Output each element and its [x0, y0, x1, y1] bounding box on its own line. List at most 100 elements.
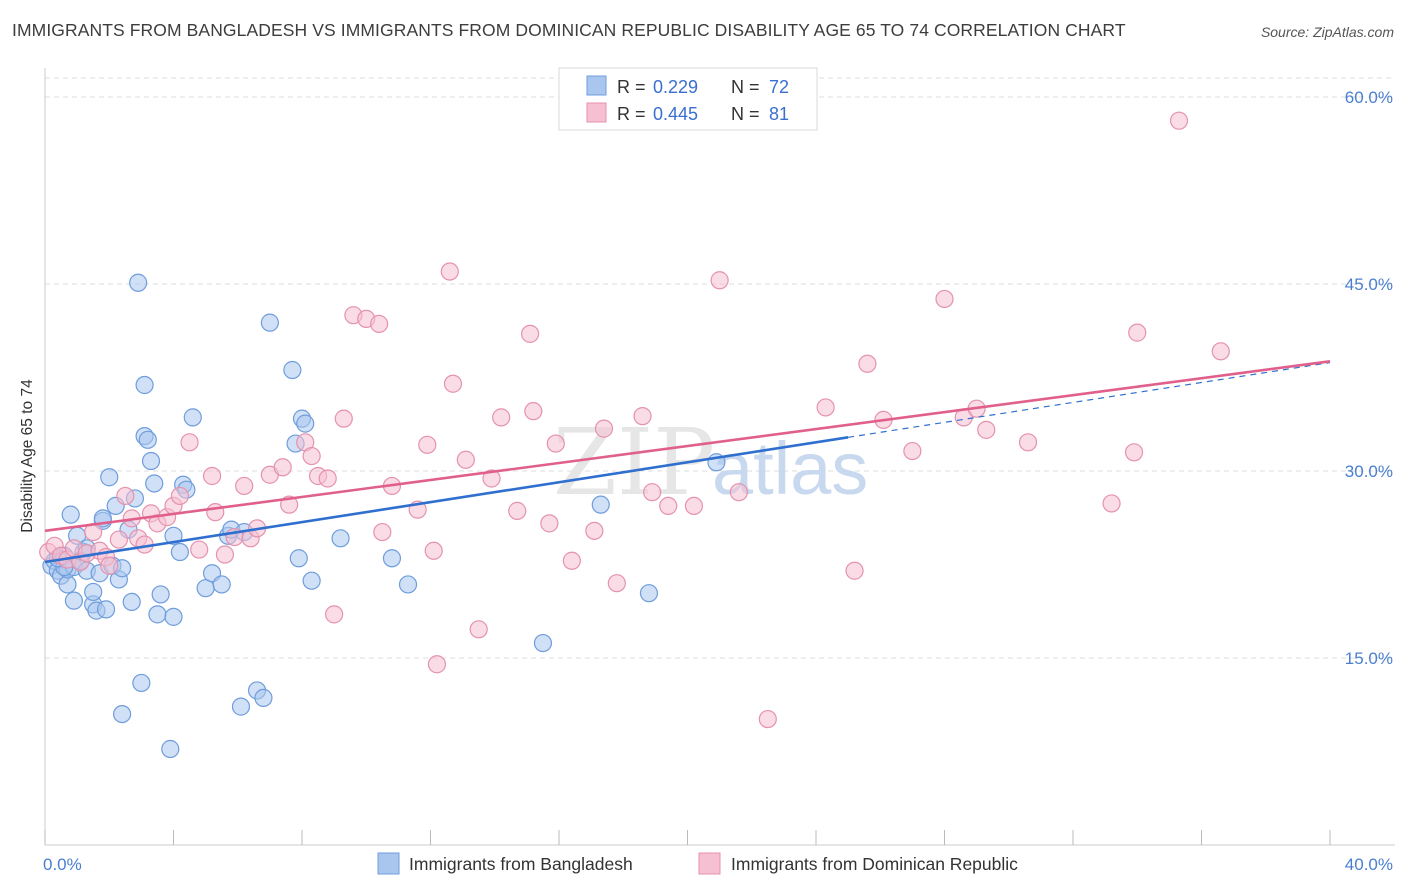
- point-dominican-11: [109, 530, 128, 549]
- point-bangladesh-49: [212, 575, 231, 594]
- point-dominican-68: [729, 483, 749, 502]
- point-dominican-45: [418, 435, 437, 454]
- point-dominican-67: [710, 271, 729, 290]
- point-bangladesh-57: [283, 360, 302, 380]
- point-dominican-53: [492, 408, 511, 427]
- x-tick-labels: 0.0% 40.0%: [43, 855, 1393, 874]
- point-dominican-42: [373, 522, 392, 542]
- point-dominican-78: [977, 420, 996, 439]
- point-dominican-12: [116, 486, 135, 506]
- legend-r-value-1: 0.229: [653, 77, 698, 97]
- point-dominican-82: [1128, 323, 1147, 342]
- point-dominican-83: [1169, 111, 1189, 130]
- point-dominican-41: [370, 314, 389, 333]
- point-bangladesh-7: [61, 505, 80, 524]
- legend-n-value-2: 81: [769, 104, 789, 124]
- legend-r-value-2: 0.445: [653, 104, 698, 124]
- bottom-legend-label-blue: Immigrants from Bangladesh: [409, 854, 633, 874]
- point-dominican-38: [334, 409, 353, 428]
- point-bangladesh-39: [151, 585, 170, 604]
- point-bangladesh-67: [591, 495, 610, 514]
- point-dominican-47: [427, 655, 447, 674]
- bottom-legend-swatch-blue: [377, 852, 400, 875]
- point-dominican-56: [524, 402, 543, 421]
- point-dominican-54: [508, 501, 527, 520]
- point-dominican-75: [935, 289, 954, 309]
- y-tick-label-0: 15.0%: [1345, 649, 1393, 668]
- point-dominican-69: [758, 709, 777, 729]
- point-bangladesh-22: [100, 468, 119, 487]
- point-dominican-31: [273, 458, 292, 477]
- point-dominican-66: [684, 496, 704, 516]
- point-dominican-84: [1211, 342, 1230, 361]
- point-bangladesh-55: [254, 688, 273, 707]
- legend-n-value-1: 72: [769, 77, 789, 97]
- point-bangladesh-43: [170, 542, 190, 562]
- point-dominican-57: [540, 514, 559, 533]
- point-bangladesh-21: [96, 600, 116, 619]
- point-dominican-60: [585, 521, 604, 540]
- y-axis-label: Disability Age 65 to 74: [19, 379, 36, 533]
- bottom-legend: Immigrants from Bangladesh Immigrants fr…: [377, 852, 1018, 875]
- point-bangladesh-35: [138, 430, 157, 449]
- point-bangladesh-36: [141, 451, 161, 471]
- point-dominican-58: [546, 434, 565, 453]
- point-dominican-37: [325, 605, 344, 624]
- trend-lines: [44, 360, 1331, 564]
- point-dominican-49: [443, 374, 463, 393]
- point-bangladesh-65: [398, 575, 418, 594]
- legend-r-label-2: R =: [617, 104, 646, 124]
- point-dominican-74: [903, 441, 922, 461]
- point-dominican-65: [659, 496, 678, 516]
- point-bangladesh-52: [231, 697, 251, 716]
- point-dominican-27: [235, 476, 254, 496]
- point-dominican-48: [440, 262, 459, 281]
- bottom-legend-swatch-pink: [698, 852, 721, 875]
- point-bangladesh-64: [382, 549, 402, 568]
- point-bangladesh-40: [161, 739, 180, 759]
- point-dominican-71: [845, 561, 864, 580]
- point-bangladesh-37: [145, 474, 164, 493]
- point-bangladesh-29: [122, 592, 141, 612]
- trend-bangladesh: [44, 436, 849, 564]
- point-bangladesh-62: [302, 571, 321, 590]
- point-bangladesh-63: [331, 529, 350, 548]
- point-dominican-64: [643, 483, 662, 502]
- point-dominican-34: [302, 446, 321, 466]
- point-dominican-52: [482, 469, 501, 488]
- point-dominican-10: [100, 556, 119, 575]
- legend-n-label-1: N =: [731, 77, 760, 97]
- point-dominican-63: [633, 407, 652, 426]
- point-bangladesh-59: [289, 549, 308, 568]
- point-dominican-81: [1124, 443, 1144, 462]
- point-bangladesh-68: [639, 584, 659, 603]
- point-bangladesh-38: [148, 605, 167, 624]
- legend-swatch-pink: [586, 102, 607, 123]
- point-dominican-59: [562, 551, 581, 570]
- point-bangladesh-27: [112, 704, 132, 724]
- x-tick-label-0: 0.0%: [43, 855, 82, 874]
- point-dominican-25: [215, 545, 234, 564]
- point-dominican-80: [1102, 494, 1121, 513]
- point-dominican-22: [190, 540, 209, 559]
- point-dominican-51: [469, 620, 488, 639]
- point-bangladesh-41: [164, 607, 183, 626]
- series-dominican-points: [39, 111, 1230, 729]
- point-dominican-62: [607, 574, 626, 593]
- point-dominican-46: [424, 541, 443, 560]
- point-dominican-50: [456, 450, 475, 469]
- y-tick-label-2: 45.0%: [1345, 275, 1393, 294]
- legend-n-label-2: N =: [731, 104, 760, 124]
- point-dominican-72: [858, 354, 877, 373]
- bottom-legend-label-pink: Immigrants from Dominican Republic: [731, 854, 1018, 874]
- y-tick-labels: 15.0% 30.0% 45.0% 60.0%: [1345, 88, 1393, 668]
- gridlines: [45, 77, 1395, 659]
- point-bangladesh-16: [84, 582, 103, 602]
- point-dominican-24: [206, 503, 225, 522]
- point-bangladesh-9: [64, 591, 84, 610]
- legend-swatch-blue: [586, 75, 607, 96]
- source-label: Source: ZipAtlas.com: [1260, 24, 1394, 40]
- point-bangladesh-61: [296, 414, 315, 433]
- point-dominican-23: [202, 466, 222, 486]
- y-tick-label-3: 60.0%: [1345, 88, 1393, 107]
